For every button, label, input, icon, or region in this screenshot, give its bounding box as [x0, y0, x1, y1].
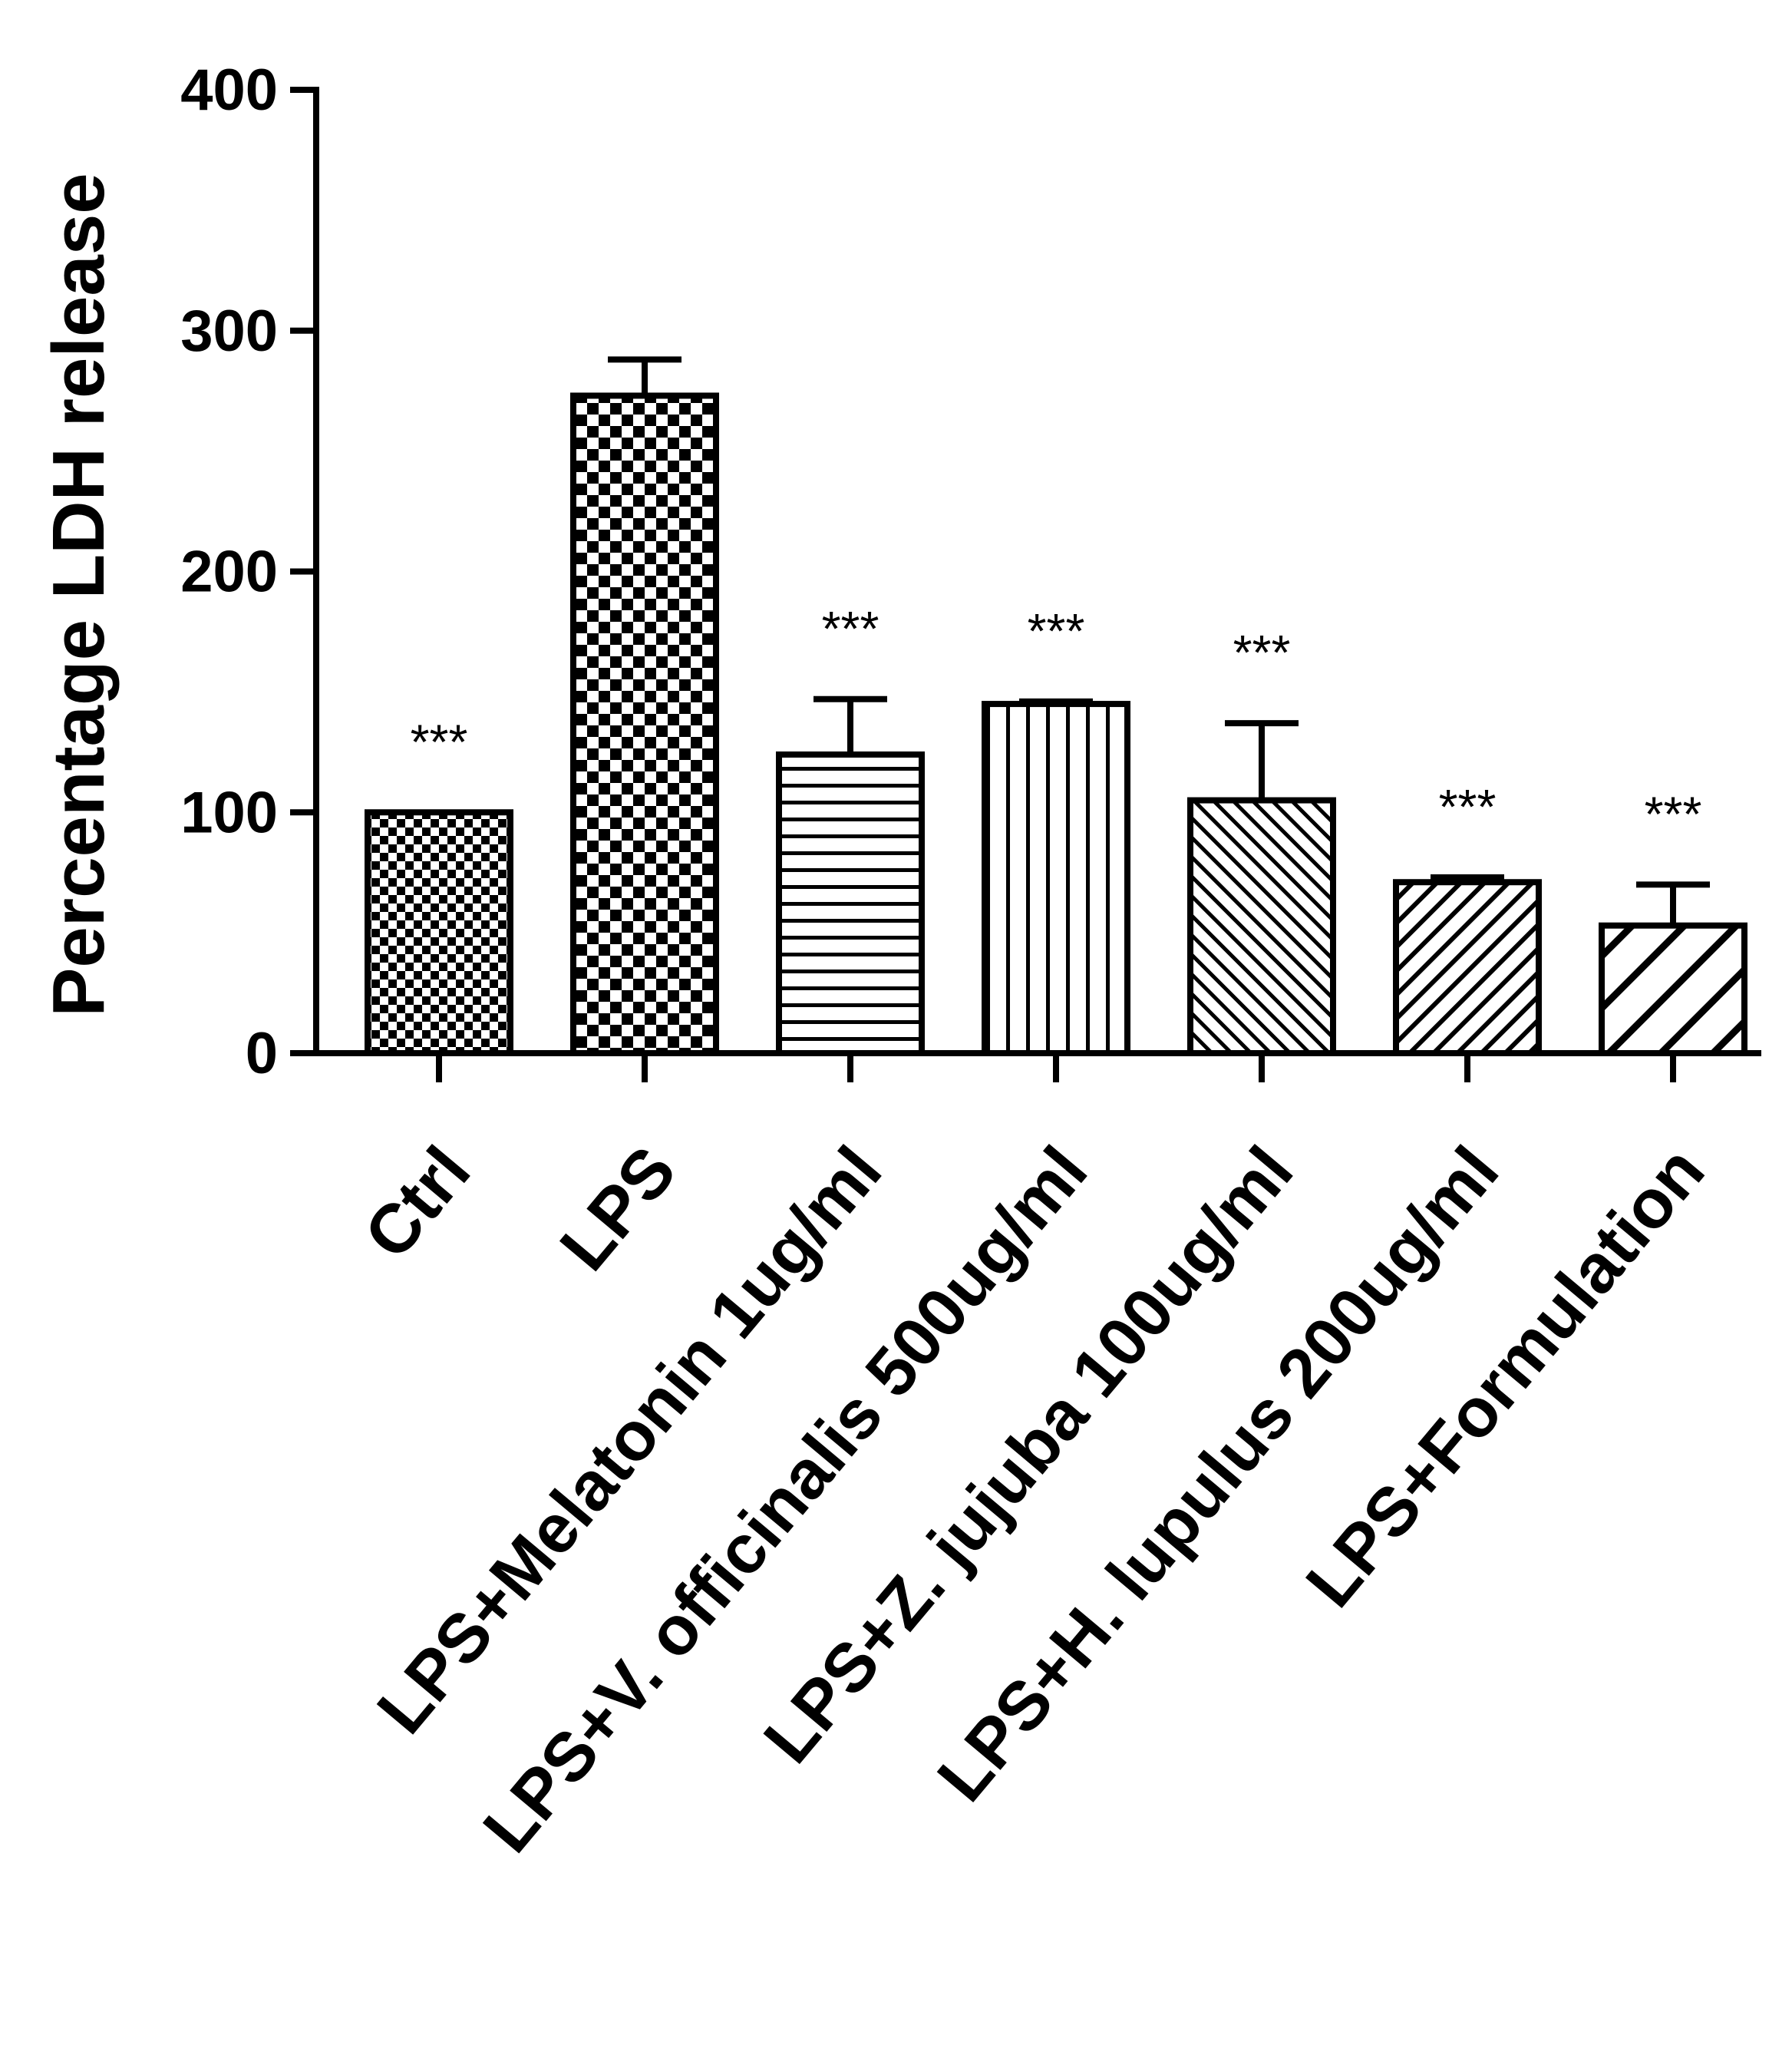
bar-5: [1187, 797, 1336, 1056]
bar-2: [570, 392, 719, 1056]
bar-1: [365, 809, 513, 1056]
error-bars-layer: [608, 356, 1710, 926]
y-tick-label-300: 300: [180, 299, 278, 364]
significance-label-5: ***: [1233, 625, 1291, 680]
y-tick-label-100: 100: [180, 780, 278, 845]
bar-6: [1393, 879, 1542, 1057]
axes-layer: [290, 87, 1761, 1082]
y-tick-label-400: 400: [180, 58, 278, 123]
significance-label-1: ***: [411, 714, 468, 769]
x-category-label-1: Ctrl: [350, 1133, 485, 1273]
bar-3: [776, 751, 925, 1056]
x-category-label-2: LPS: [546, 1133, 691, 1285]
y-tick-label-200: 200: [180, 540, 278, 605]
bar-4: [982, 701, 1130, 1056]
significance-label-6: ***: [1439, 779, 1497, 834]
bar-7: [1599, 922, 1747, 1057]
y-tick-label-0: 0: [246, 1021, 278, 1086]
y-axis-label: Percentage LDH release: [38, 173, 120, 1016]
significance-label-3: ***: [822, 601, 879, 656]
significance-label-4: ***: [1028, 603, 1085, 659]
significance-label-7: ***: [1645, 786, 1702, 841]
x-category-label-7: LPS+Formulation: [1292, 1133, 1719, 1622]
bars-layer: [365, 392, 1747, 1057]
